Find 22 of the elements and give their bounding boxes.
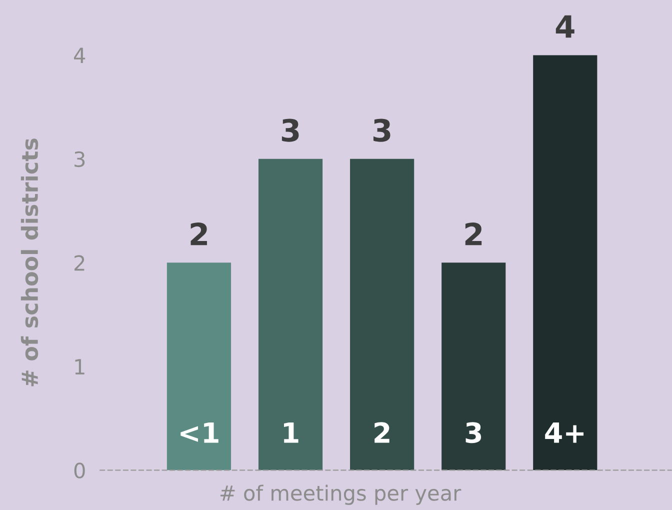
y-tick-label: 3 bbox=[74, 151, 85, 168]
y-tick-label: 4 bbox=[74, 48, 86, 63]
data-label: 3 bbox=[282, 118, 299, 142]
bar bbox=[258, 158, 323, 470]
x-tick-label: 2 bbox=[374, 422, 390, 443]
x-tick-label: <1 bbox=[180, 422, 218, 443]
bar bbox=[166, 262, 232, 470]
data-label: 2 bbox=[465, 222, 482, 246]
y-tick-label: 0 bbox=[74, 462, 85, 478]
x-tick-label: 3 bbox=[466, 422, 482, 444]
y-tick-label: 2 bbox=[74, 255, 84, 271]
x-axis-title: # of meetings per year bbox=[220, 484, 462, 505]
data-label: 2 bbox=[190, 222, 207, 246]
x-tick-label: 1 bbox=[284, 422, 298, 443]
bar bbox=[350, 158, 414, 470]
y-tick-label: 1 bbox=[75, 359, 84, 374]
y-axis-title: # of school districts bbox=[20, 138, 38, 386]
bar bbox=[442, 262, 506, 470]
x-tick-label: 4+ bbox=[545, 422, 584, 443]
data-label: 3 bbox=[373, 118, 390, 142]
bar bbox=[533, 55, 598, 470]
data-label: 4 bbox=[556, 15, 574, 38]
